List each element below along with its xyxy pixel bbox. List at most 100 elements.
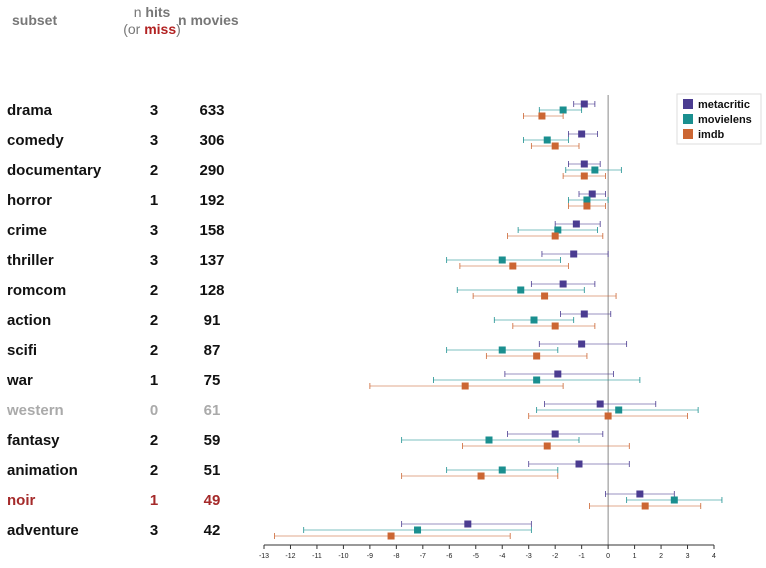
row-movies-label: 91 (204, 312, 221, 329)
legend: metacritic movielens imdb (676, 93, 762, 145)
data-point-movielens (568, 196, 609, 204)
row-subset-label: western (6, 402, 64, 419)
header-hits-line1: n hits (92, 4, 212, 21)
row-hits-label: 1 (150, 492, 158, 509)
x-tick-label: -10 (338, 553, 348, 560)
data-point-metacritic (507, 430, 604, 438)
x-tick-label: -3 (526, 553, 532, 560)
data-point-imdb (562, 172, 606, 180)
estimate-marker-metacritic (578, 130, 586, 138)
row-hits-label: 2 (150, 312, 158, 329)
x-tick-label: -12 (285, 553, 295, 560)
row-subset-label: noir (7, 492, 35, 509)
data-point-imdb (274, 532, 511, 540)
row-subset-label: crime (7, 222, 47, 239)
row-subset-label: thriller (7, 252, 54, 269)
data-point-metacritic (528, 460, 630, 468)
x-tick-label: 1 (633, 553, 637, 560)
header-miss-suffix: ) (176, 21, 181, 37)
x-tick-label: 3 (686, 553, 690, 560)
data-point-metacritic (554, 220, 601, 228)
legend-swatch-movielens (683, 114, 693, 124)
estimate-marker-metacritic (596, 400, 604, 408)
data-point-movielens (446, 346, 559, 354)
data-point-metacritic (541, 250, 609, 258)
estimate-marker-movielens (615, 406, 623, 414)
row-hits-label: 3 (150, 522, 158, 539)
data-point-movielens (493, 316, 575, 324)
data-point-metacritic (401, 520, 532, 528)
row-subset-label: war (6, 372, 33, 389)
row-movies-label: 75 (204, 372, 221, 389)
row-movies-label: 87 (204, 342, 221, 359)
data-point-imdb (523, 112, 564, 120)
row-hits-label: 0 (150, 402, 158, 419)
data-point-imdb (401, 472, 559, 480)
row-movies-label: 128 (199, 282, 224, 299)
row-hits-label: 2 (150, 342, 158, 359)
row-movies-label: 49 (204, 492, 221, 509)
data-point-metacritic (573, 100, 596, 108)
estimate-marker-metacritic (588, 190, 596, 198)
x-tick-label: 4 (712, 553, 716, 560)
header-movies: n movies (178, 12, 239, 28)
row-hits-label: 3 (150, 222, 158, 239)
estimate-marker-imdb (551, 322, 559, 330)
header-subset: subset (12, 12, 58, 28)
x-tick-label: -13 (259, 553, 269, 560)
estimate-marker-imdb (509, 262, 517, 270)
data-point-metacritic (544, 400, 657, 408)
row-hits-label: 3 (150, 102, 158, 119)
estimate-marker-imdb (551, 232, 559, 240)
estimate-marker-movielens (533, 376, 541, 384)
row-hits-label: 1 (150, 372, 158, 389)
estimate-marker-imdb (533, 352, 541, 360)
x-tick-label: -2 (552, 553, 558, 560)
estimate-marker-movielens (485, 436, 493, 444)
data-point-movielens (565, 166, 622, 174)
row-movies-label: 158 (199, 222, 224, 239)
data-point-metacritic (530, 280, 596, 288)
estimate-marker-movielens (559, 106, 567, 114)
row-movies-label: 290 (199, 162, 224, 179)
data-point-imdb (485, 352, 588, 360)
row-hits-label: 3 (150, 132, 158, 149)
header-miss-prefix: (or (123, 21, 145, 37)
estimate-marker-imdb (551, 142, 559, 150)
row-subset-label: fantasy (7, 432, 60, 449)
estimate-marker-movielens (591, 166, 599, 174)
data-point-movielens (517, 226, 598, 234)
x-tick-label: -7 (420, 553, 426, 560)
data-point-movielens (536, 406, 699, 414)
data-point-metacritic (578, 190, 606, 198)
row-subset-label: comedy (7, 132, 64, 149)
data-point-imdb (472, 292, 617, 300)
estimate-marker-metacritic (575, 460, 583, 468)
x-tick-label: 0 (606, 553, 610, 560)
row-subset-label: romcom (7, 282, 66, 299)
estimate-marker-metacritic (580, 100, 588, 108)
row-labels: drama 3 633 comedy 3 306 documentary 2 290 horror… (6, 102, 225, 539)
row-movies-label: 306 (199, 132, 224, 149)
data-point-imdb (568, 202, 606, 210)
row-hits-label: 2 (150, 162, 158, 179)
estimate-marker-imdb (387, 532, 395, 540)
estimate-marker-imdb (604, 412, 612, 420)
estimate-marker-imdb (543, 442, 551, 450)
data-point-imdb (462, 442, 630, 450)
row-subset-label: horror (7, 192, 52, 209)
estimate-marker-imdb (641, 502, 649, 510)
data-point-metacritic (504, 370, 614, 378)
data-point-movielens (446, 466, 559, 474)
row-hits-label: 3 (150, 252, 158, 269)
estimate-marker-movielens (583, 196, 591, 204)
x-tick-label: -5 (473, 553, 479, 560)
estimate-marker-imdb (583, 202, 591, 210)
row-hits-label: 2 (150, 462, 158, 479)
data-point-metacritic (605, 490, 675, 498)
estimate-marker-movielens (498, 346, 506, 354)
estimate-marker-imdb (461, 382, 469, 390)
data-point-metacritic (568, 130, 598, 138)
data-point-imdb (530, 142, 580, 150)
header-hits-word: hits (145, 4, 171, 20)
